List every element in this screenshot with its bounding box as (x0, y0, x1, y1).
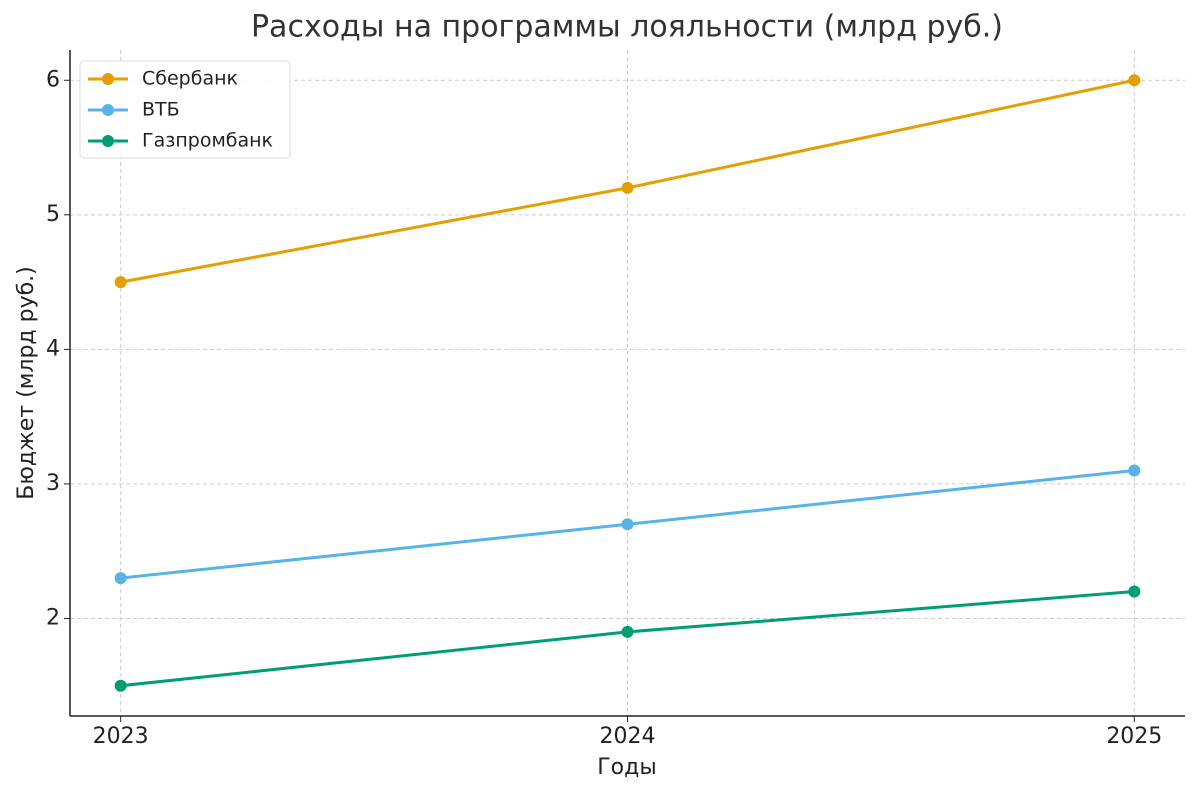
x-tick-label: 2024 (600, 724, 656, 749)
legend-marker (102, 135, 114, 147)
x-axis-label: Годы (597, 755, 656, 780)
data-point (1128, 585, 1141, 598)
data-point (1128, 464, 1141, 477)
data-point (621, 518, 634, 531)
data-point (114, 276, 127, 289)
data-point (114, 679, 127, 692)
x-tick-label: 2025 (1106, 724, 1162, 749)
legend-marker (102, 73, 114, 85)
y-tick-label: 6 (46, 67, 60, 92)
data-point (1128, 74, 1141, 87)
chart-title: Расходы на программы лояльности (млрд ру… (251, 10, 1003, 45)
legend-label: ВТБ (142, 99, 180, 121)
legend-marker (102, 104, 114, 116)
y-tick-label: 5 (46, 202, 60, 227)
x-tick-label: 2023 (93, 724, 149, 749)
y-tick-label: 2 (46, 605, 60, 630)
y-axis-label: Бюджет (млрд руб.) (14, 266, 39, 500)
legend-box (79, 60, 291, 159)
data-point (621, 181, 634, 194)
y-tick-label: 4 (46, 336, 60, 361)
legend-label: Газпромбанк (142, 130, 273, 152)
data-point (114, 572, 127, 585)
y-tick-label: 3 (46, 471, 60, 496)
data-point (621, 625, 634, 638)
legend-label: Сбербанк (142, 68, 238, 90)
